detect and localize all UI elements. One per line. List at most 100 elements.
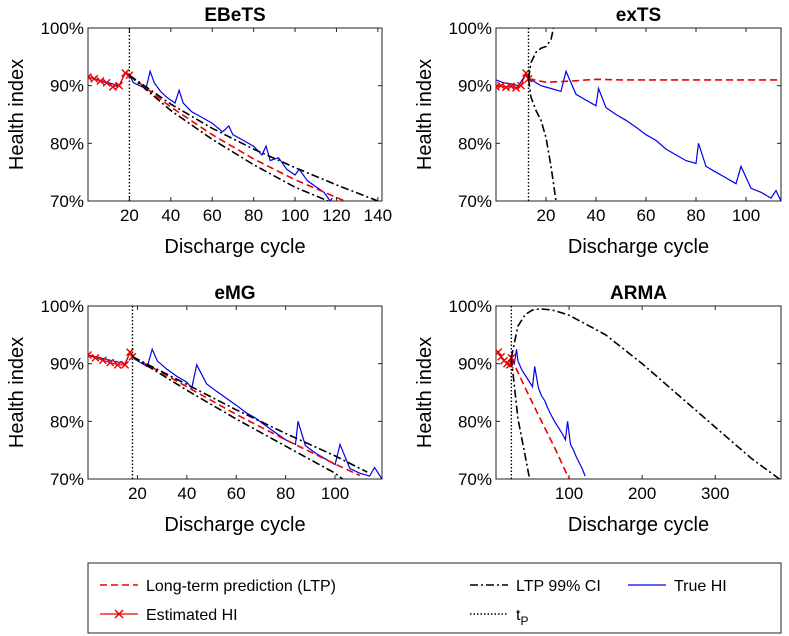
y-axis-label: Health index: [414, 59, 436, 170]
panel-title: exTS: [616, 5, 661, 26]
legend-marker: [114, 609, 124, 619]
legend-entry: Long-term prediction (LTP): [100, 578, 336, 595]
y-tick-label: 70%: [458, 192, 492, 211]
estimated-hi-marker: [96, 77, 105, 86]
x-tick-label: 200: [628, 484, 656, 503]
x-tick-label: 100: [321, 484, 349, 503]
data-layer: [496, 308, 780, 479]
x-tick-label: 80: [244, 206, 263, 225]
estimated-hi-marker: [497, 81, 505, 90]
panel-emg: eMG 70% 80% 90% 100% 20 40 60 80 100 Discharge cyc…: [6, 283, 383, 536]
estimated-hi-marker: [113, 360, 122, 369]
y-tick-label: 80%: [458, 412, 492, 431]
series-long-term-prediction-ltp: [128, 74, 346, 201]
series-true-hi: [510, 349, 586, 477]
x-axis-label: Discharge cycle: [568, 514, 709, 536]
estimated-hi-marker: [517, 81, 525, 90]
series-ltp-99-ci: [132, 355, 368, 473]
y-tick-label: 70%: [50, 470, 84, 489]
x-tick-label: 100: [281, 206, 309, 225]
legend-entry: True HI: [628, 578, 727, 595]
legend-label: Estimated HI: [146, 607, 238, 624]
series-true-hi: [496, 69, 781, 201]
y-tick-label: 90%: [50, 355, 84, 374]
legend-label: True HI: [674, 578, 727, 595]
series-long-term-prediction-ltp: [528, 77, 781, 84]
legend-label-subscript: P: [520, 614, 528, 628]
x-tick-label: 40: [177, 484, 196, 503]
legend-label-text: LTP 99% CI: [516, 578, 601, 595]
x-tick-label: 60: [227, 484, 246, 503]
legend-label-text: Estimated HI: [146, 607, 238, 624]
series-ltp-99-ci: [510, 308, 780, 479]
y-tick-label: 70%: [50, 192, 84, 211]
x-tick-label: 40: [587, 206, 606, 225]
estimated-hi-marker: [102, 78, 111, 87]
estimated-hi-marker: [497, 352, 506, 361]
x-tick-label: 100: [555, 484, 583, 503]
series-long-term-prediction-ltp: [132, 355, 361, 477]
series-ltp-ci-lower: [132, 356, 343, 479]
panel-title: eMG: [214, 283, 255, 304]
legend-label: LTP 99% CI: [516, 578, 601, 595]
x-tick-label: 80: [276, 484, 295, 503]
y-tick-label: 70%: [458, 470, 492, 489]
x-axis-label: Discharge cycle: [164, 236, 305, 258]
legend-box: [87, 562, 782, 634]
panel-exts: exTS 70% 80% 90% 100% 20 40 60 80 100 Discharge cy…: [414, 5, 782, 258]
series-ltp-99-ci: [128, 74, 379, 201]
legend-label: tP: [516, 607, 528, 628]
x-tick-label: 40: [161, 206, 180, 225]
axes-box: [495, 305, 782, 480]
panel-title: EBeTS: [204, 5, 265, 26]
axes-box: [87, 305, 383, 480]
panel-ebets: EBeTS 70% 80% 90% 100% 20 40 60 80 100 120 140 Disch…: [6, 5, 392, 258]
y-tick-label: 100%: [41, 19, 84, 38]
axes-box: [495, 27, 782, 202]
x-tick-label: 60: [637, 206, 656, 225]
x-tick-label: 20: [537, 206, 556, 225]
legend-label-text: t: [516, 607, 521, 624]
y-tick-label: 100%: [41, 297, 84, 316]
x-axis-label: Discharge cycle: [164, 514, 305, 536]
series-long-term-prediction-ltp: [510, 357, 570, 479]
y-tick-label: 100%: [449, 297, 492, 316]
series-ltp-99-ci: [527, 28, 555, 79]
estimated-hi-marker: [126, 348, 134, 357]
x-tick-label: 20: [128, 484, 147, 503]
data-layer: [88, 347, 382, 479]
data-layer: [496, 28, 781, 201]
y-axis-label: Health index: [6, 59, 28, 170]
legend-label-text: Long-term prediction (LTP): [146, 578, 336, 595]
estimated-hi-marker: [115, 81, 124, 90]
x-tick-label: 140: [364, 206, 392, 225]
y-tick-label: 90%: [458, 77, 492, 96]
x-axis-label: Discharge cycle: [568, 236, 709, 258]
series-ltp-ci-lower: [128, 74, 329, 201]
legend: Long-term prediction (LTP) LTP 99% CI True…: [87, 562, 782, 634]
y-tick-label: 80%: [50, 134, 84, 153]
x-tick-label: 80: [687, 206, 706, 225]
y-tick-label: 90%: [458, 355, 492, 374]
estimated-hi-marker: [90, 74, 99, 83]
panel-arma: ARMA 70% 80% 90% 100% 100 200 300 Discharge cycl…: [414, 283, 782, 536]
y-tick-label: 90%: [50, 77, 84, 96]
y-tick-label: 80%: [50, 412, 84, 431]
estimated-hi-marker: [98, 356, 107, 365]
panel-title: ARMA: [610, 283, 667, 304]
series-ltp-ci-lower: [510, 357, 531, 479]
estimated-hi-marker: [507, 82, 515, 91]
estimated-hi-marker: [91, 353, 100, 362]
y-tick-label: 100%: [449, 19, 492, 38]
x-tick-label: 300: [701, 484, 729, 503]
x-tick-label: 100: [732, 206, 760, 225]
estimated-hi-marker: [106, 358, 115, 367]
data-layer: [88, 68, 379, 201]
series-ltp-ci-lower: [527, 78, 557, 201]
estimated-hi-marker: [496, 348, 503, 357]
x-tick-label: 20: [120, 206, 139, 225]
estimated-hi-marker: [128, 352, 137, 361]
axes-box: [87, 27, 383, 202]
legend-entry: LTP 99% CI: [470, 578, 601, 595]
